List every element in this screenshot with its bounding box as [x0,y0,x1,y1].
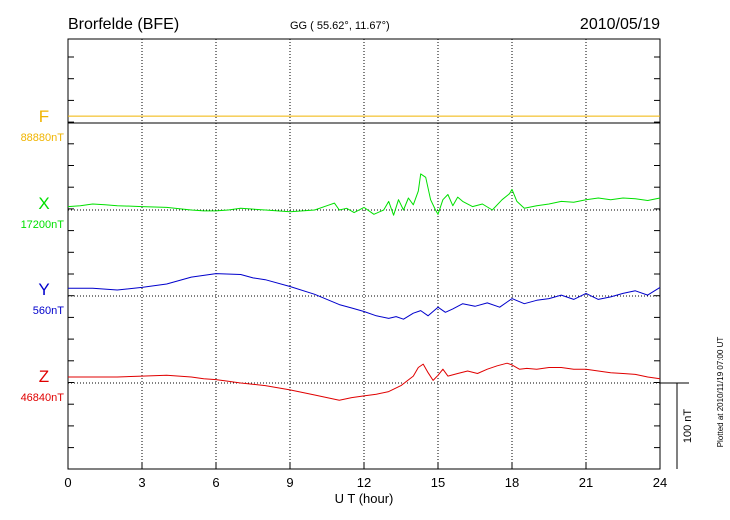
series-labels: F 88880nT X 17200nT Y 560nT Z 46840nT [21,107,65,404]
series-baseline-z: 46840nT [21,392,65,404]
series-name-x: X [38,194,49,213]
x-tick-label: 18 [505,475,519,490]
grid-lines [141,39,587,469]
scale-bar-label: 100 nT [682,409,694,444]
x-tick-label: 12 [357,475,371,490]
station-title: Brorfelde (BFE) [68,16,179,33]
x-tick-label: 24 [653,475,667,490]
series-line-x [67,173,661,216]
plotted-note: Plotted at 2010/11/19 07:00 UT [716,337,725,448]
series-baseline-y: 560nT [33,305,64,317]
scale-bar: 100 nT [660,382,694,469]
x-tick-label: 21 [579,475,593,490]
x-tick-label: 0 [64,475,71,490]
series-baseline-x: 17200nT [21,219,65,231]
x-tick-labels: 0 3 6 9 12 15 18 21 24 [64,475,667,490]
series-lines [67,115,661,401]
series-baseline-f: 88880nT [21,132,65,144]
x-tick-label: 15 [431,475,445,490]
series-name-f: F [39,107,49,126]
x-axis-label: U T (hour) [335,491,394,506]
plot-frame [67,38,661,470]
series-name-z: Z [39,367,49,386]
plot-date: 2010/05/19 [580,16,660,33]
axis-ticks [67,56,661,469]
x-tick-label: 9 [286,475,293,490]
station-coords: GG ( 55.62°, 11.67°) [290,20,390,32]
series-line-z [68,362,661,401]
series-line-y [68,273,661,320]
baseline-lines [68,122,660,384]
series-name-y: Y [38,280,49,299]
x-tick-label: 3 [138,475,145,490]
x-tick-label: 6 [212,475,219,490]
